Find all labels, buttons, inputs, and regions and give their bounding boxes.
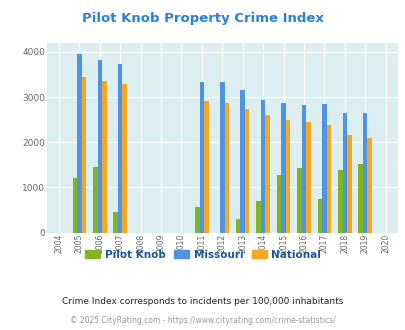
Bar	[97, 60, 102, 233]
Bar	[102, 81, 106, 233]
Bar	[326, 125, 330, 233]
Bar	[204, 101, 208, 233]
Bar	[81, 77, 86, 233]
Bar	[281, 103, 285, 233]
Bar	[118, 64, 122, 233]
Bar	[235, 219, 240, 233]
Bar	[358, 164, 362, 233]
Text: Crime Index corresponds to incidents per 100,000 inhabitants: Crime Index corresponds to incidents per…	[62, 297, 343, 306]
Bar	[317, 199, 321, 233]
Bar	[240, 90, 244, 233]
Bar	[337, 170, 342, 233]
Bar	[367, 138, 371, 233]
Bar	[301, 105, 305, 233]
Bar	[72, 179, 77, 233]
Bar	[113, 212, 118, 233]
Bar	[285, 120, 290, 233]
Bar	[220, 82, 224, 233]
Text: © 2025 CityRating.com - https://www.cityrating.com/crime-statistics/: © 2025 CityRating.com - https://www.city…	[70, 316, 335, 325]
Legend: Pilot Knob, Missouri, National: Pilot Knob, Missouri, National	[81, 246, 324, 264]
Bar	[224, 103, 228, 233]
Bar	[296, 169, 301, 233]
Bar	[305, 122, 310, 233]
Bar	[276, 175, 281, 233]
Bar	[77, 54, 81, 233]
Bar	[321, 104, 326, 233]
Bar	[260, 100, 265, 233]
Bar	[342, 114, 346, 233]
Bar	[199, 82, 204, 233]
Text: Pilot Knob Property Crime Index: Pilot Knob Property Crime Index	[82, 12, 323, 24]
Bar	[122, 84, 127, 233]
Bar	[362, 114, 367, 233]
Bar	[195, 207, 199, 233]
Bar	[265, 115, 269, 233]
Bar	[93, 167, 97, 233]
Bar	[256, 201, 260, 233]
Bar	[244, 109, 249, 233]
Bar	[346, 135, 351, 233]
